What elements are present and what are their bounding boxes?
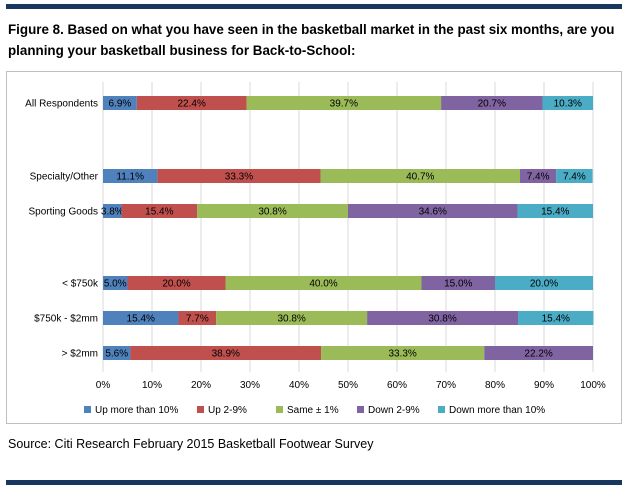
legend-swatch	[197, 406, 204, 413]
data-label: 22.4%	[178, 99, 206, 110]
data-label: 22.2%	[524, 349, 552, 360]
bar-segment	[246, 96, 442, 110]
data-label: 33.3%	[225, 172, 253, 183]
bar-segment	[121, 204, 198, 218]
figure-title: Figure 8. Based on what you have seen in…	[8, 22, 615, 58]
data-label: 15.4%	[542, 314, 570, 325]
legend-label: Down more than 10%	[449, 405, 545, 416]
bar-segment	[178, 311, 217, 325]
data-label: 5.0%	[104, 279, 127, 290]
bar-segment	[519, 169, 557, 183]
category-label: Sporting Goods	[29, 207, 99, 218]
data-label: 30.8%	[277, 314, 305, 325]
top-rule	[6, 4, 622, 9]
x-tick-label: 30%	[240, 380, 260, 391]
legend-swatch	[84, 406, 91, 413]
x-tick-label: 70%	[436, 380, 456, 391]
data-label: 40.7%	[406, 172, 434, 183]
x-tick-label: 60%	[387, 380, 407, 391]
bar-segment	[321, 346, 485, 360]
bar-segment	[320, 169, 520, 183]
bar-segment	[103, 169, 158, 183]
x-tick-label: 100%	[580, 380, 606, 391]
data-label: 15.4%	[127, 314, 155, 325]
data-label: 15.4%	[541, 207, 569, 218]
bottom-rule	[6, 480, 622, 485]
data-label: 11.1%	[116, 172, 144, 183]
data-label: 5.6%	[105, 349, 128, 360]
data-label: 7.4%	[527, 172, 550, 183]
category-label: Specialty/Other	[30, 172, 99, 183]
chart-frame: 0% 10% 20% 30% 40% 50% 60% 70% 80% 90% 100% All Res…	[6, 71, 622, 424]
bar-segment	[103, 311, 179, 325]
bar-segment	[542, 96, 593, 110]
category-label: $750k - $2mm	[34, 314, 98, 325]
legend-label: Up 2-9%	[208, 405, 247, 416]
data-label: 3.8%	[101, 207, 124, 218]
legend-label: Down 2-9%	[368, 405, 420, 416]
x-tick-label: 50%	[338, 380, 358, 391]
bar-segment	[421, 276, 495, 290]
data-label: 15.4%	[145, 207, 173, 218]
data-label: 40.0%	[309, 279, 337, 290]
legend-label: Same ± 1%	[287, 405, 339, 416]
x-tick-label: 20%	[191, 380, 211, 391]
stacked-bar-chart: 0% 10% 20% 30% 40% 50% 60% 70% 80% 90% 100% All Res…	[25, 82, 606, 416]
bar-segment	[103, 204, 122, 218]
category-label: > $2mm	[62, 349, 98, 360]
data-label: 6.9%	[109, 99, 132, 110]
legend-swatch	[276, 406, 283, 413]
bar-segment	[216, 311, 368, 325]
bar-segment	[518, 311, 594, 325]
bar-segment	[348, 204, 518, 218]
category-label: < $750k	[62, 279, 99, 290]
x-tick-label: 90%	[534, 380, 554, 391]
bar-segment	[367, 311, 519, 325]
bar-segment	[103, 276, 128, 290]
data-label: 38.9%	[212, 349, 240, 360]
x-tick-label: 40%	[289, 380, 309, 391]
bar-segment	[484, 346, 593, 360]
data-label: 20.0%	[530, 279, 558, 290]
data-label: 7.4%	[563, 172, 586, 183]
bar-segment	[556, 169, 593, 183]
bar-segment	[103, 96, 137, 110]
data-label: 7.7%	[186, 314, 209, 325]
x-tick-label: 10%	[142, 380, 162, 391]
bar-segment	[517, 204, 593, 218]
data-label: 33.3%	[388, 349, 416, 360]
legend-swatch	[438, 406, 445, 413]
data-label: 10.3%	[554, 99, 582, 110]
bar-segment	[127, 276, 226, 290]
bar-segment	[157, 169, 321, 183]
bar-segment	[103, 346, 131, 360]
data-label: 15.0%	[444, 279, 472, 290]
legend-label: Up more than 10%	[95, 405, 178, 416]
legend-swatch	[357, 406, 364, 413]
bar-segment	[136, 96, 247, 110]
data-label: 30.8%	[258, 207, 286, 218]
bar-segment	[495, 276, 593, 290]
data-label: 34.6%	[419, 207, 447, 218]
data-label: 20.0%	[162, 279, 190, 290]
bar-segment	[225, 276, 422, 290]
bar-segment	[130, 346, 322, 360]
source-note: Source: Citi Research February 2015 Bask…	[8, 437, 374, 451]
data-label: 39.7%	[330, 99, 358, 110]
bar-segment	[197, 204, 348, 218]
bar-segment	[441, 96, 543, 110]
x-tick-label: 0%	[96, 380, 111, 391]
category-label: All Respondents	[25, 99, 98, 110]
x-tick-label: 80%	[485, 380, 505, 391]
data-label: 30.8%	[428, 314, 456, 325]
data-label: 20.7%	[478, 99, 506, 110]
